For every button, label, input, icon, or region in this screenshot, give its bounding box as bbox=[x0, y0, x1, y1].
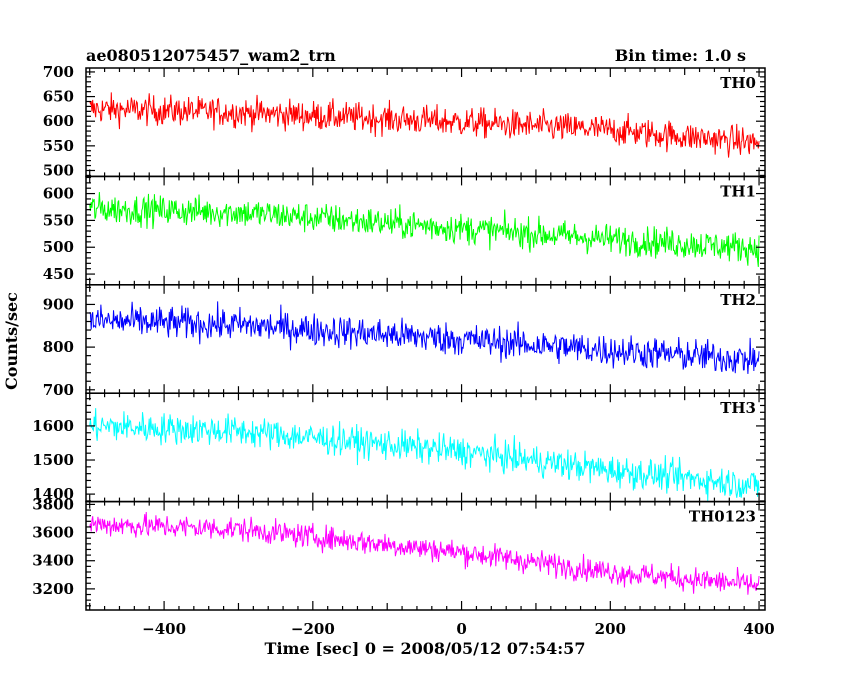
y-tick-label: 1400 bbox=[32, 485, 74, 503]
panel-th0: 500 550 600 650 700 TH0 bbox=[43, 63, 766, 179]
panel-th0123: 3200 3400 3600 3800 TH0123 bbox=[32, 495, 766, 611]
y-axis-label: Counts/sec bbox=[2, 292, 21, 390]
x-axis-label: Time [sec] 0 = 2008/05/12 07:54:57 bbox=[265, 639, 586, 658]
y-tick-label: 500 bbox=[43, 161, 74, 179]
series-line-th0123 bbox=[89, 511, 760, 595]
chart-title: ae080512075457_wam2_trn bbox=[86, 46, 336, 65]
panels-group: 500 550 600 650 700 TH0 450 500 550 600 TH1 700 800 9… bbox=[32, 63, 766, 611]
y-tick-label: 3200 bbox=[32, 580, 74, 598]
x-tick-label: 200 bbox=[595, 620, 626, 638]
y-tick-label: 650 bbox=[43, 88, 74, 106]
y-tick-label: 700 bbox=[43, 381, 74, 399]
panel-th3: 1400 1500 1600 TH3 bbox=[32, 392, 766, 503]
x-tick-label: −400 bbox=[142, 620, 186, 638]
panel-label: TH0 bbox=[720, 74, 756, 92]
y-tick-label: 600 bbox=[43, 185, 74, 203]
x-tick-label: 400 bbox=[743, 620, 774, 638]
y-tick-label: 3600 bbox=[32, 524, 74, 542]
y-tick-label: 550 bbox=[43, 137, 74, 155]
y-tick-label: 3800 bbox=[32, 495, 74, 513]
panel-label: TH3 bbox=[720, 399, 756, 417]
panel-th1: 450 500 550 600 TH1 bbox=[43, 175, 766, 286]
panel-th2: 700 800 900 TH2 bbox=[43, 284, 766, 399]
panel-frame bbox=[85, 284, 766, 394]
panel-label: TH2 bbox=[720, 291, 756, 309]
y-tick-label: 550 bbox=[43, 211, 74, 229]
x-tick-label: −200 bbox=[291, 620, 335, 638]
series-line-th3 bbox=[89, 408, 760, 501]
y-tick-label: 3400 bbox=[32, 552, 74, 570]
y-tick-label: 800 bbox=[43, 338, 74, 356]
series-line-th0 bbox=[89, 92, 760, 158]
y-tick-label: 450 bbox=[43, 265, 74, 283]
y-tick-label: 1500 bbox=[32, 451, 74, 469]
series-line-th1 bbox=[89, 192, 760, 267]
y-tick-label: 900 bbox=[43, 295, 74, 313]
panel-label: TH0123 bbox=[689, 508, 756, 526]
x-axis: −400 −200 0 200 400 bbox=[142, 620, 775, 638]
series-line-th2 bbox=[89, 301, 760, 374]
panel-frame bbox=[85, 500, 766, 611]
y-tick-label: 700 bbox=[43, 63, 74, 81]
y-tick-label: 1600 bbox=[32, 417, 74, 435]
y-tick-label: 600 bbox=[43, 112, 74, 130]
y-tick-label: 500 bbox=[43, 238, 74, 256]
x-tick-label: 0 bbox=[456, 620, 466, 638]
panel-label: TH1 bbox=[720, 182, 756, 200]
bin-time-label: Bin time: 1.0 s bbox=[615, 46, 746, 65]
